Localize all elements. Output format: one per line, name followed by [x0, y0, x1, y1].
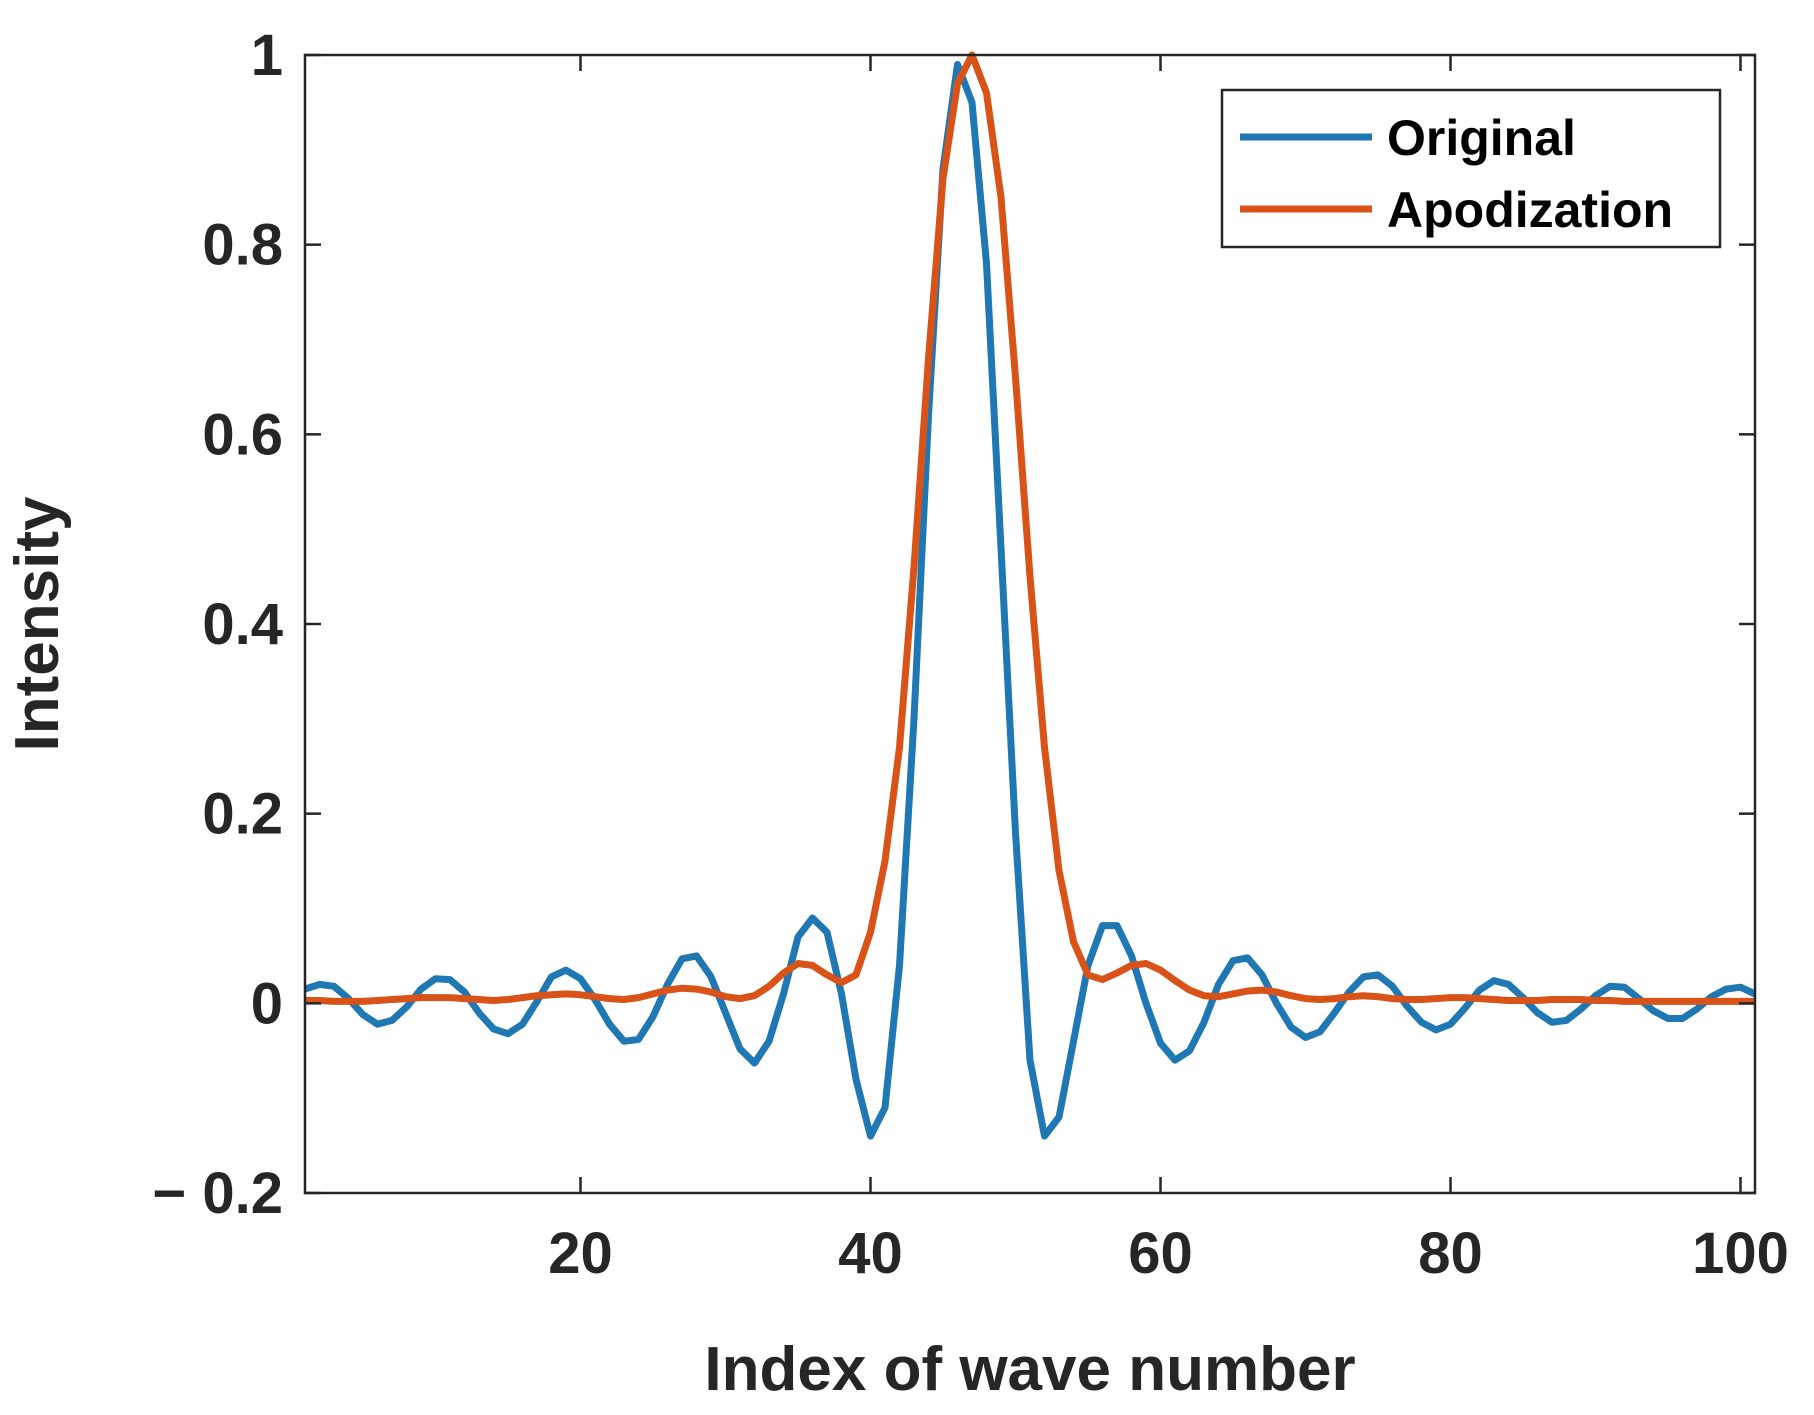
y-tick-label: 0.2	[202, 782, 283, 847]
y-tick-label: 0.8	[202, 213, 283, 278]
series-line-apodization	[305, 51, 1755, 1005]
x-tick-label: 80	[1418, 1221, 1483, 1286]
y-axis-title: Intensity	[3, 496, 72, 751]
legend-box	[1220, 88, 1722, 249]
x-tick-label: 20	[548, 1221, 613, 1286]
y-tick-label: 0	[251, 971, 283, 1036]
x-axis-title: Index of wave number	[704, 1335, 1355, 1404]
series-line-original	[305, 61, 1755, 1140]
legend-label-original: Original	[1387, 110, 1576, 166]
x-tick-label: 60	[1128, 1221, 1193, 1286]
y-tick-label: 0.6	[202, 402, 283, 467]
y-tick-label: 0.4	[202, 592, 283, 657]
x-tick-label: 40	[838, 1221, 903, 1286]
y-tick-label: − 0.2	[152, 1161, 283, 1226]
legend: Original Apodization	[1220, 88, 1722, 249]
legend-label-apodization: Apodization	[1387, 182, 1673, 238]
x-tick-label: 100	[1692, 1221, 1789, 1286]
y-tick-label: 1	[251, 23, 283, 88]
plot-area	[305, 51, 1755, 1140]
axes: 20 40 60 80 100 − 0.2 0 0.2 0.4 0.6 0.8 1	[152, 23, 1789, 1286]
